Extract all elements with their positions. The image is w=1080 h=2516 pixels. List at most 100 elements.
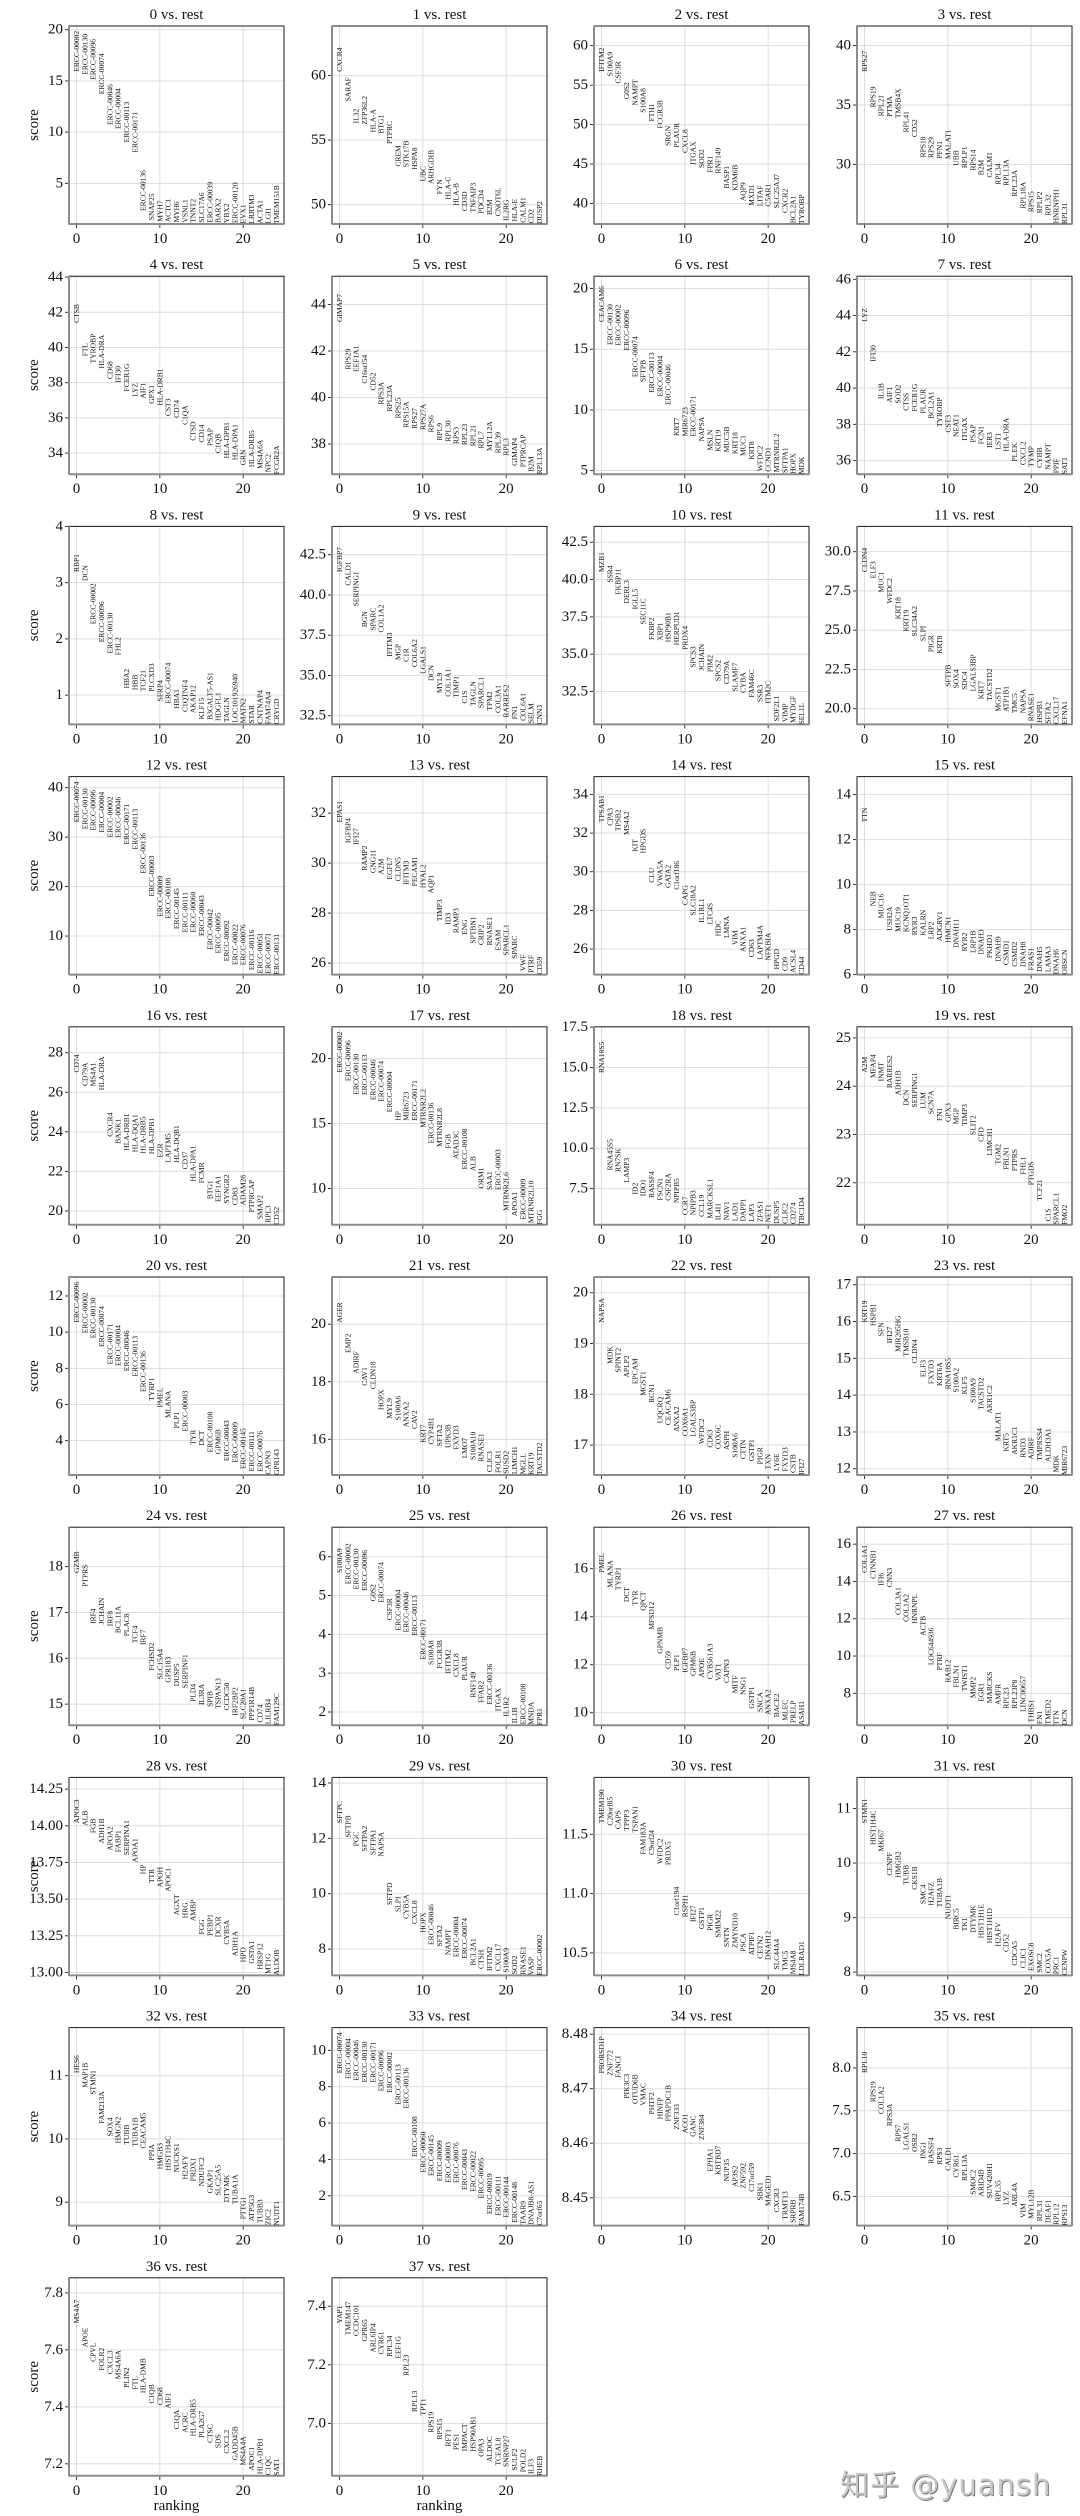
x-tick-label: 10 bbox=[940, 731, 955, 747]
x-tick-label: 20 bbox=[499, 1482, 514, 1498]
gene-label: UQCRQ bbox=[655, 1396, 664, 1423]
gene-label: MYL9 bbox=[435, 673, 444, 694]
gene-label: SPARCL1 bbox=[1052, 1193, 1061, 1225]
gene-label: RNASE1 bbox=[485, 917, 494, 946]
gene-label: ERCC-00074 bbox=[97, 53, 106, 94]
gene-label: S100A8 bbox=[427, 1640, 436, 1665]
x-tick-label: 0 bbox=[73, 1732, 81, 1748]
plot-title: 25 vs. rest bbox=[409, 1508, 471, 1524]
grid bbox=[332, 1277, 547, 1475]
gene-label: G0S2 bbox=[622, 82, 631, 99]
gene-label: MT1G bbox=[264, 1953, 273, 1974]
gene-label: FBLN1 bbox=[952, 1665, 961, 1688]
y-tick-label: 2 bbox=[319, 1704, 327, 1720]
gene-label: MALAT1 bbox=[993, 1411, 1002, 1441]
gene-label: TAAR9 bbox=[518, 2201, 527, 2225]
gene-label: IFI30 bbox=[868, 345, 877, 362]
gene-label: FAM213A bbox=[97, 2091, 106, 2124]
gene-label: ERCC-00145 bbox=[427, 2135, 436, 2176]
x-tick-label: 0 bbox=[861, 1232, 869, 1248]
gene-label: HLA-DRB1 bbox=[122, 1113, 131, 1150]
gene-label: FAM46C bbox=[747, 669, 756, 697]
gene-label: MUC1 bbox=[739, 435, 748, 456]
y-tick-label: 24 bbox=[48, 1124, 64, 1140]
subplot-16: 20 22 24 26 28 0 10 20 16 vs. rest CD74 CD79A MS4A1… bbox=[26, 1008, 285, 1248]
gene-label: JCHAIN bbox=[697, 643, 706, 670]
plot-title: 35 vs. rest bbox=[934, 2009, 996, 2025]
x-tick-label: 20 bbox=[236, 1482, 251, 1498]
gene-label: NUDT1 bbox=[943, 1894, 952, 1919]
gene-label: LINC00657 bbox=[1018, 1675, 1027, 1711]
y-tick-label: 45 bbox=[573, 156, 588, 172]
gene-label: ERCC-00074 bbox=[460, 1918, 469, 1959]
gene-label: EEF1A1 bbox=[214, 1176, 223, 1203]
y-tick-label: 5 bbox=[319, 1588, 327, 1604]
gene-label: C1QB bbox=[147, 2384, 156, 2403]
plot-title: 9 vs. rest bbox=[413, 507, 468, 523]
gene-label: MALAT1 bbox=[943, 129, 952, 159]
gene-label: SMAP2 bbox=[255, 1195, 264, 1219]
gene-label: MUC19 bbox=[893, 907, 902, 932]
x-tick-label: 10 bbox=[415, 2483, 430, 2499]
gene-label: CD74 bbox=[255, 1704, 264, 1722]
gene-label: GPNMB bbox=[655, 1627, 664, 1654]
y-tick-label: 34 bbox=[48, 445, 64, 461]
gene-label: TXN bbox=[764, 1453, 773, 1469]
y-tick-label: 17 bbox=[836, 1277, 852, 1293]
gene-label: RPS3A bbox=[885, 2103, 894, 2126]
gene-label: SDC4 bbox=[960, 671, 969, 690]
gene-label: ITM2C bbox=[764, 681, 773, 704]
gene-label: TSPAN13 bbox=[214, 1678, 223, 1709]
gene-label: GPM6B bbox=[214, 1429, 223, 1454]
gene-label: MYL12B bbox=[1027, 2190, 1036, 2219]
gene-label: MYL9 bbox=[385, 1398, 394, 1419]
y-tick-label: 40 bbox=[311, 390, 326, 406]
gene-label: MNDA bbox=[527, 1701, 536, 1725]
gene-label: IFI30 bbox=[114, 366, 123, 383]
axes-frame bbox=[68, 2277, 285, 2477]
gene-label: COL6A1 bbox=[518, 693, 527, 721]
gene-label: ERCC-00171 bbox=[418, 1619, 427, 1660]
gene-label: MITF bbox=[730, 1675, 739, 1693]
y-tick-label: 42.5 bbox=[562, 534, 588, 550]
gene-label: SFTPB bbox=[943, 665, 952, 687]
gene-label: STAR bbox=[247, 705, 256, 724]
gene-label: SLIT2 bbox=[968, 1115, 977, 1135]
gene-label: NPIPB5 bbox=[672, 1178, 681, 1203]
gene-label: C1QC bbox=[264, 2456, 273, 2475]
gene-label: RPL34 bbox=[385, 2335, 394, 2357]
gene-label: RAMP3 bbox=[452, 908, 461, 933]
gene-label: AKR1C2 bbox=[985, 1385, 994, 1414]
gene-label: ERCC-00095 bbox=[477, 2157, 486, 2198]
gene-label: RPS27 bbox=[860, 51, 869, 72]
gene-label: PLD4 bbox=[189, 1684, 198, 1702]
gene-label: SNCA bbox=[755, 1691, 764, 1712]
gene-label: ERCC-00076 bbox=[239, 924, 248, 965]
gene-label: HLA-DRB5 bbox=[139, 1116, 148, 1153]
gene-label: CD52 bbox=[368, 372, 377, 390]
subplot-19: 22 23 24 25 0 10 20 19 vs. rest A2M MFAP4 INMT RARR… bbox=[836, 1008, 1073, 1248]
gene-label: CETN2 bbox=[755, 1935, 764, 1959]
gene-label: S100A9 bbox=[335, 1548, 344, 1573]
gene-label: SLC18A2 bbox=[689, 885, 698, 916]
gene-label: GPX1 bbox=[147, 385, 156, 404]
gene-label: PLP1 bbox=[672, 1654, 681, 1671]
gene-label: WFDC2 bbox=[655, 1838, 664, 1864]
plot-title: 4 vs. rest bbox=[150, 257, 205, 273]
gene-label: CYB5A bbox=[402, 1894, 411, 1919]
gene-label: RARRES2 bbox=[502, 684, 511, 717]
x-tick-label: 10 bbox=[152, 1982, 167, 1998]
y-tick-label: 14 bbox=[836, 1387, 852, 1403]
gene-label: LRP1B bbox=[968, 930, 977, 953]
grid bbox=[594, 1777, 809, 1976]
gene-label: CSTB bbox=[789, 1454, 798, 1473]
gene-label: CD44 bbox=[797, 956, 806, 974]
y-tick-label: 14 bbox=[836, 1573, 852, 1589]
subplot-5: 38 40 42 44 0 10 20 5 vs. rest GIMAP7 RPS29 EEF1A1… bbox=[311, 257, 548, 497]
y-tick-label: 7.5 bbox=[832, 2103, 851, 2119]
gene-label: HP bbox=[139, 1865, 148, 1875]
